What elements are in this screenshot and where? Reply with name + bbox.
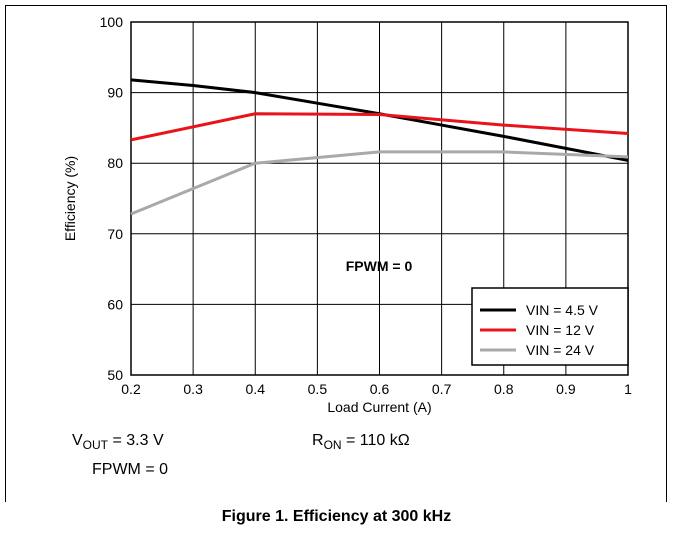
frame-left-border <box>5 5 6 502</box>
fpwm-note: FPWM = 0 <box>92 461 169 478</box>
efficiency-chart: 0.2 0.3 0.4 0.5 0.6 0.7 0.8 0.9 1 50 60 70 80 90 100 FP… <box>62 14 632 415</box>
x-axis-label: Load Current (A) <box>327 399 431 415</box>
frame-top-border <box>5 5 667 6</box>
x-tick-label: 0.7 <box>432 381 452 397</box>
x-tick-label: 0.4 <box>246 381 266 397</box>
legend-label-3: VIN = 24 V <box>526 342 595 358</box>
y-tick-label: 50 <box>107 367 123 383</box>
x-tick-label: 0.3 <box>183 381 203 397</box>
y-axis-label: Efficiency (%) <box>62 156 78 241</box>
frame-right-border <box>666 5 667 502</box>
y-tick-label: 90 <box>107 85 123 101</box>
series-line-2 <box>130 112 629 142</box>
y-tick-label: 60 <box>107 296 123 312</box>
legend-label-1: VIN = 4.5 V <box>526 302 599 318</box>
plot-area-border <box>130 21 629 376</box>
series-line-3 <box>130 150 629 216</box>
y-tick-label: 80 <box>107 155 123 171</box>
ron-note: RON = 110 kΩ <box>312 432 410 453</box>
x-tick-label: 0.2 <box>121 381 141 397</box>
x-tick-label: 0.9 <box>556 381 576 397</box>
legend-box <box>471 287 629 366</box>
legend-label-2: VIN = 12 V <box>526 322 595 338</box>
figure-caption: Figure 1. Efficiency at 300 kHz <box>221 508 452 525</box>
x-tick-label: 0.6 <box>370 381 390 397</box>
x-tick-label: 0.5 <box>308 381 328 397</box>
x-tick-label: 1 <box>624 381 632 397</box>
y-tick-label: 70 <box>107 226 123 242</box>
y-tick-label: 100 <box>100 14 124 30</box>
x-tick-label: 0.8 <box>494 381 514 397</box>
chart-annotation: FPWM = 0 <box>346 258 413 274</box>
vout-note: VOUT = 3.3 V <box>72 432 164 453</box>
